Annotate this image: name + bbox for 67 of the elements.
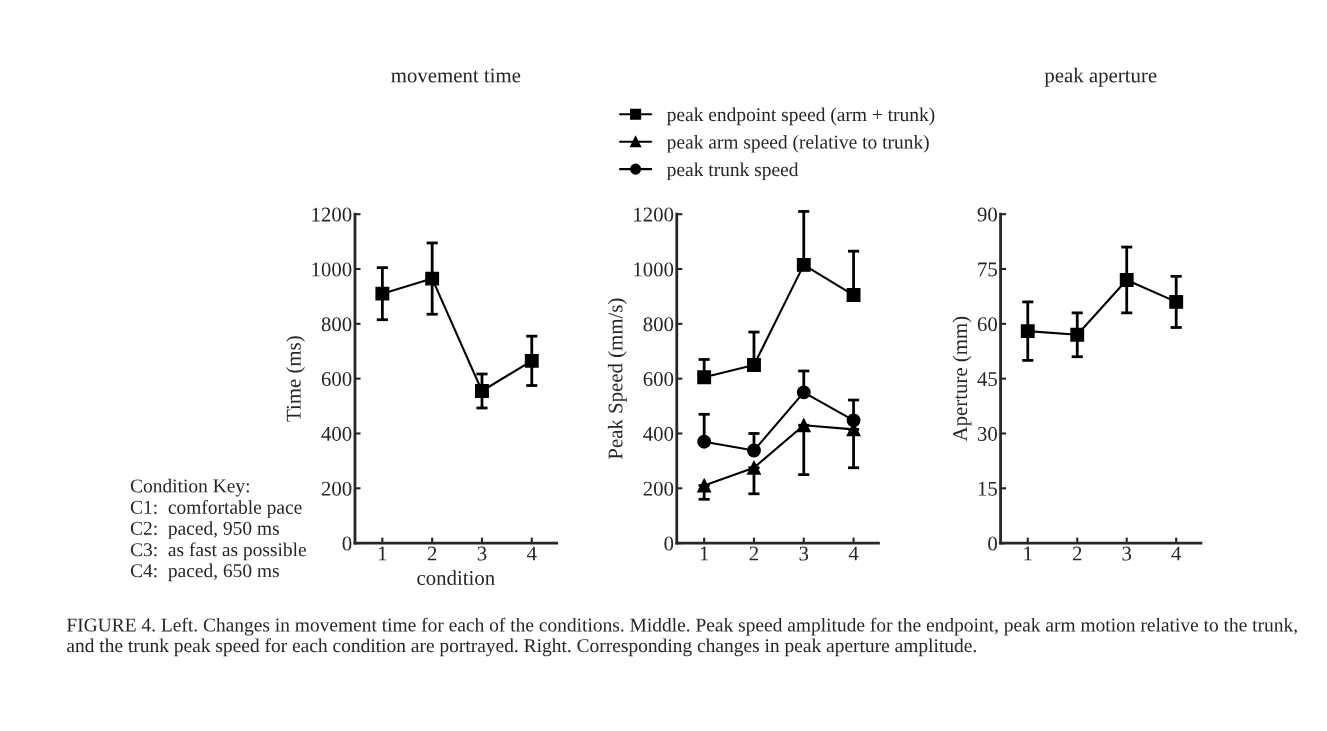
y-tick-label: 75 [978,262,997,277]
y-tick-label: 1200 [634,207,674,222]
y-tick-label: 600 [321,372,352,387]
text: C1: comfortable pace [130,500,302,518]
point [1169,294,1184,309]
legend-label: peak trunk speed [667,162,799,181]
x-tick-label: 4 [848,546,859,561]
point [796,418,811,433]
y-tick-label: 200 [643,481,674,496]
x-tick-label: 2 [1072,546,1082,561]
y-tick-label: 800 [321,317,352,332]
point [846,288,861,302]
y-tick-label: 45 [977,372,997,387]
y-tick-label: 15 [978,481,997,496]
chart-title: movement time [391,68,521,83]
point [1119,273,1134,287]
x-tick-label: 2 [427,546,437,561]
y-tick-label: 90 [977,207,997,222]
text: C3: as fast as possible [130,542,306,561]
point [524,353,539,368]
text: C2: paced, 950 ms [130,521,279,539]
point [846,413,861,428]
x-axis-title: condition [417,570,495,586]
chart-title: peak aperture [1044,67,1157,87]
point [425,271,440,286]
y-axis-title: Aperture (mm) [952,316,972,442]
y-tick-label: 400 [643,426,674,441]
x-tick-label: 1 [700,546,709,561]
point [747,460,761,475]
x-tick-label: 3 [799,546,809,561]
x-tick-label: 4 [1171,546,1182,561]
text: Condition Key: [130,478,249,497]
point [1020,324,1035,339]
point [697,434,712,449]
caption: FIGURE 4. Left. Changes in movement time for each of the conditions. Middle. Peak speed amplitude for the endpoint, peak arm motion relative to the trunk, and the trunk peak speed for each condition are portrayed. Right. Corresponding changes in peak aperture amplitude. [66,617,1297,657]
point [747,358,761,372]
y-tick-label: 400 [321,426,352,441]
x-tick-label: 3 [477,546,487,561]
legend-label: peak arm speed (relative to trunk) [667,134,929,153]
point [747,443,761,458]
x-tick-label: 3 [1122,546,1132,561]
y-tick-label: 0 [664,536,674,551]
point [375,286,390,301]
x-tick-label: 1 [378,546,387,561]
x-tick-label: 1 [1024,546,1032,561]
point [697,370,712,385]
point [1070,327,1085,342]
text: C4: paced, 650 ms [130,563,279,582]
y-tick-label: 600 [643,372,674,387]
y-tick-label: 1000 [634,262,674,277]
point [697,478,712,493]
x-tick-label: 4 [526,546,537,561]
legend-label: peak endpoint speed (arm + trunk) [667,107,935,126]
y-tick-label: 60 [977,317,997,332]
y-axis-title: Peak Speed (mm/s) [607,298,627,460]
y-tick-label: 0 [988,536,997,551]
point [796,385,811,400]
y-tick-label: 30 [977,426,997,441]
x-tick-label: 2 [749,546,759,561]
y-tick-label: 0 [342,536,352,551]
y-tick-label: 800 [643,317,674,332]
y-axis-title: Time (ms) [286,336,305,422]
y-tick-label: 1000 [312,262,352,277]
y-tick-label: 200 [321,481,352,496]
y-tick-label: 1200 [312,207,352,222]
point [475,384,489,398]
point [796,257,811,272]
